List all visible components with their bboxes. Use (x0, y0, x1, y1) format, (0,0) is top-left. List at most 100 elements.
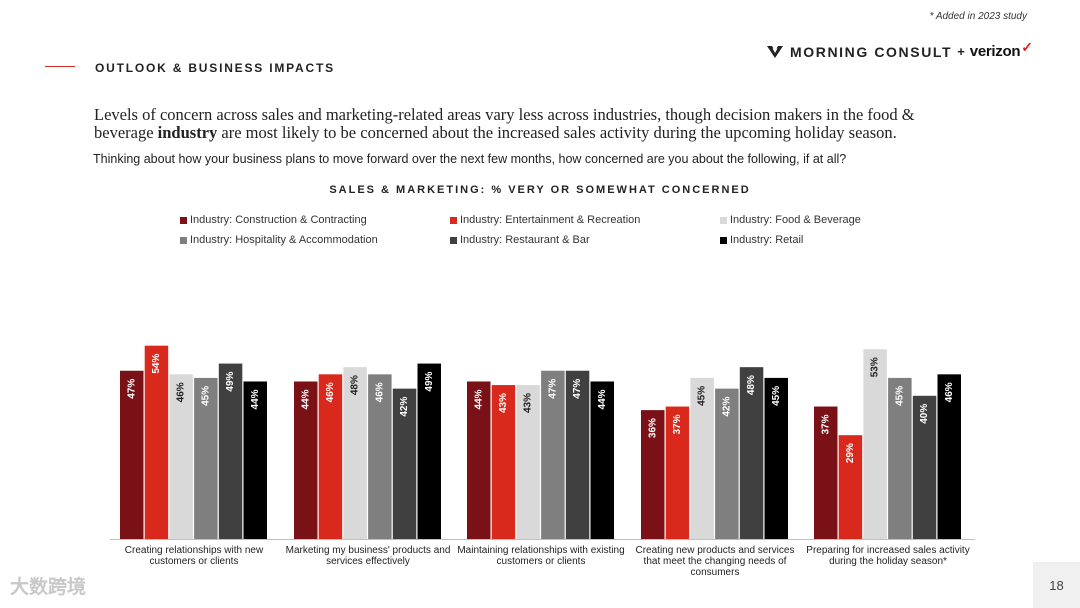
bar (541, 370, 565, 539)
legend-item: Industry: Food & Beverage (720, 214, 861, 226)
data-label: 49% (225, 371, 236, 391)
data-label: 43% (523, 393, 534, 413)
legend-label: Industry: Entertainment & Recreation (460, 214, 641, 226)
data-label: 44% (300, 389, 311, 409)
bar (218, 363, 243, 539)
data-label: 53% (870, 357, 881, 377)
bar (888, 377, 912, 539)
bar (764, 377, 788, 539)
bar (243, 381, 267, 539)
data-label: 46% (325, 382, 336, 402)
data-label: 46% (374, 382, 385, 402)
data-label: 47% (126, 379, 137, 399)
added-study-note: * Added in 2023 study (929, 11, 1027, 22)
bar (343, 367, 367, 539)
legend-swatch (720, 236, 727, 244)
category-label: Creating relationships with new customer… (124, 545, 264, 567)
brand-logo: MORNING CONSULT + verizon ✓ (766, 39, 1033, 60)
legend-swatch (180, 236, 187, 244)
data-label: 45% (200, 386, 211, 406)
bar (565, 370, 590, 539)
legend-item: Industry: Entertainment & Recreation (450, 214, 640, 226)
page-number-box (1033, 562, 1080, 608)
data-label: 45% (771, 386, 782, 406)
data-label: 29% (845, 443, 856, 463)
bar (516, 385, 540, 539)
category-label: Creating new products and services that … (635, 545, 795, 578)
survey-question: Thinking about how your business plans t… (93, 152, 847, 166)
data-label: 47% (547, 379, 558, 399)
bar (294, 381, 318, 539)
data-label: 43% (498, 393, 509, 413)
legend-item: Industry: Retail (720, 234, 803, 246)
data-label: 45% (894, 386, 905, 406)
legend-item: Industry: Construction & Contracting (180, 214, 367, 226)
data-label: 40% (919, 404, 930, 424)
data-label: 47% (572, 379, 583, 399)
category-label: Marketing my business' products and serv… (285, 545, 451, 567)
bar (814, 406, 838, 539)
bar (937, 374, 961, 539)
page-number: 18 (1049, 578, 1064, 593)
legend-swatch (720, 216, 727, 224)
data-label: 44% (473, 389, 484, 409)
data-label: 37% (672, 414, 683, 434)
brand-plus: + (957, 44, 965, 59)
morning-consult-logo-icon (767, 45, 783, 58)
legend-swatch (180, 216, 187, 224)
bar (739, 367, 764, 539)
bar (863, 349, 887, 539)
legend-item: Industry: Hospitality & Accommodation (180, 234, 378, 246)
bar (368, 374, 392, 539)
bar (590, 381, 614, 539)
brand-primary-name: MORNING CONSULT (790, 43, 953, 60)
bar (169, 374, 193, 539)
legend-label: Industry: Construction & Contracting (190, 214, 367, 226)
data-label: 48% (350, 375, 361, 395)
legend-label: Industry: Hospitality & Accommodation (190, 234, 378, 246)
bar (641, 410, 665, 539)
bar (912, 395, 937, 539)
data-label: 37% (820, 414, 831, 434)
headline-emphasis: industry (157, 123, 218, 142)
legend-swatch (450, 236, 457, 244)
data-label: 45% (697, 386, 708, 406)
bar (318, 374, 343, 539)
bar (838, 435, 863, 539)
bar (417, 363, 441, 539)
bar (120, 370, 144, 539)
data-label: 36% (647, 418, 658, 438)
data-label: 42% (399, 397, 410, 417)
bar (467, 381, 491, 539)
legend-label: Industry: Food & Beverage (730, 214, 861, 226)
data-label: 48% (746, 375, 757, 395)
bar (491, 385, 516, 539)
legend-item: Industry: Restaurant & Bar (450, 234, 590, 246)
brand-partner-name: verizon (969, 43, 1021, 60)
bar (194, 377, 218, 539)
data-label: 42% (721, 397, 732, 417)
section-divider (45, 66, 75, 67)
category-label: Preparing for increased sales activity d… (806, 545, 970, 567)
bar (392, 388, 417, 539)
verizon-check-icon: ✓ (1021, 39, 1033, 55)
headline-text-2: are most likely to be concerned about th… (217, 123, 897, 142)
headline-text-1: Levels of concern across sales and marke… (94, 105, 915, 142)
data-label: 46% (176, 382, 187, 402)
legend-label: Industry: Restaurant & Bar (460, 234, 590, 246)
watermark: 大数跨境 (10, 577, 87, 598)
category-label: Maintaining relationships with existing … (457, 545, 625, 567)
data-label: 44% (597, 389, 608, 409)
legend-swatch (450, 216, 457, 224)
data-label: 46% (944, 382, 955, 402)
data-label: 44% (250, 389, 261, 409)
bar (665, 406, 690, 539)
bar (144, 345, 169, 539)
legend-label: Industry: Retail (730, 234, 804, 246)
chart-title: SALES & MARKETING: % VERY OR SOMEWHAT CO… (329, 184, 751, 196)
headline: Levels of concern across sales and marke… (94, 106, 974, 142)
bar (690, 377, 714, 539)
bar (715, 388, 739, 539)
data-label: 49% (424, 371, 435, 391)
